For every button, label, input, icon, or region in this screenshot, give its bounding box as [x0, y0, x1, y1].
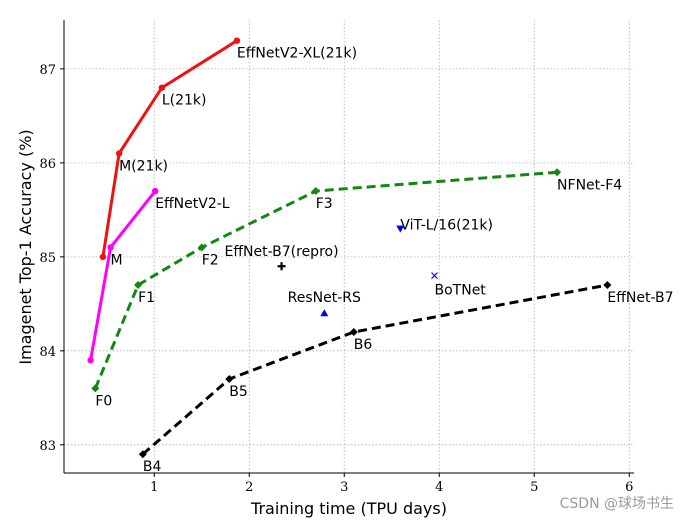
point-label: L(21k): [162, 93, 207, 109]
x-tick-label: 3: [340, 480, 348, 495]
marker: [225, 375, 234, 384]
marker: [197, 243, 206, 252]
y-tick-label: 83: [39, 439, 56, 454]
marker: [396, 225, 405, 233]
marker: [311, 187, 320, 196]
point-label: F2: [202, 252, 219, 268]
marker: [158, 84, 166, 91]
marker: [431, 272, 438, 280]
point-label: NFNet-F4: [557, 177, 622, 193]
y-tick-label: 85: [39, 251, 56, 266]
marker: [553, 168, 562, 177]
marker: [107, 244, 114, 251]
marker: [277, 262, 286, 271]
point-label: F0: [95, 393, 112, 409]
marker: [99, 253, 107, 261]
series-line: [89, 190, 157, 361]
x-axis-label: Training time (TPU days): [250, 499, 447, 518]
x-tick-label: 6: [625, 480, 633, 495]
marker: [603, 281, 612, 290]
marker: [91, 384, 100, 393]
point-label: EffNet-B7(repro): [225, 244, 339, 260]
point-label: B5: [229, 384, 248, 400]
y-axis-label: Imagenet Top-1 Accuracy (%): [16, 129, 35, 364]
x-tick-label: 1: [150, 480, 158, 495]
point-label: F1: [138, 290, 155, 306]
y-tick-label: 87: [39, 63, 56, 78]
marker: [115, 150, 123, 157]
point-label: EffNet-B7: [607, 290, 673, 306]
marker: [134, 281, 143, 290]
point-label: F3: [316, 196, 333, 212]
x-tick-label: 5: [530, 480, 538, 495]
series-line: [101, 39, 238, 258]
y-tick-label: 84: [39, 345, 56, 360]
point-label: ViT-L/16(21k): [400, 218, 493, 234]
point-label: B6: [354, 337, 373, 353]
point-label: M: [111, 252, 123, 268]
point-label: BoTNet: [435, 283, 487, 299]
point-label: B4: [143, 459, 162, 475]
marker: [87, 357, 94, 364]
x-tick-label: 4: [435, 480, 443, 495]
marker: [320, 309, 329, 317]
marker: [138, 450, 147, 459]
series-line: [141, 283, 608, 456]
marker: [152, 187, 159, 195]
y-tick-label: 86: [39, 157, 56, 172]
point-label: ResNet-RS: [288, 290, 361, 306]
point-label: EffNetV2-L: [155, 196, 230, 212]
watermark: CSDN @球场书生: [560, 496, 674, 512]
x-tick-label: 2: [245, 480, 253, 495]
marker: [349, 328, 358, 337]
point-label: EffNetV2-XL(21k): [237, 46, 357, 62]
marker: [233, 37, 241, 44]
point-label: M(21k): [119, 158, 168, 174]
